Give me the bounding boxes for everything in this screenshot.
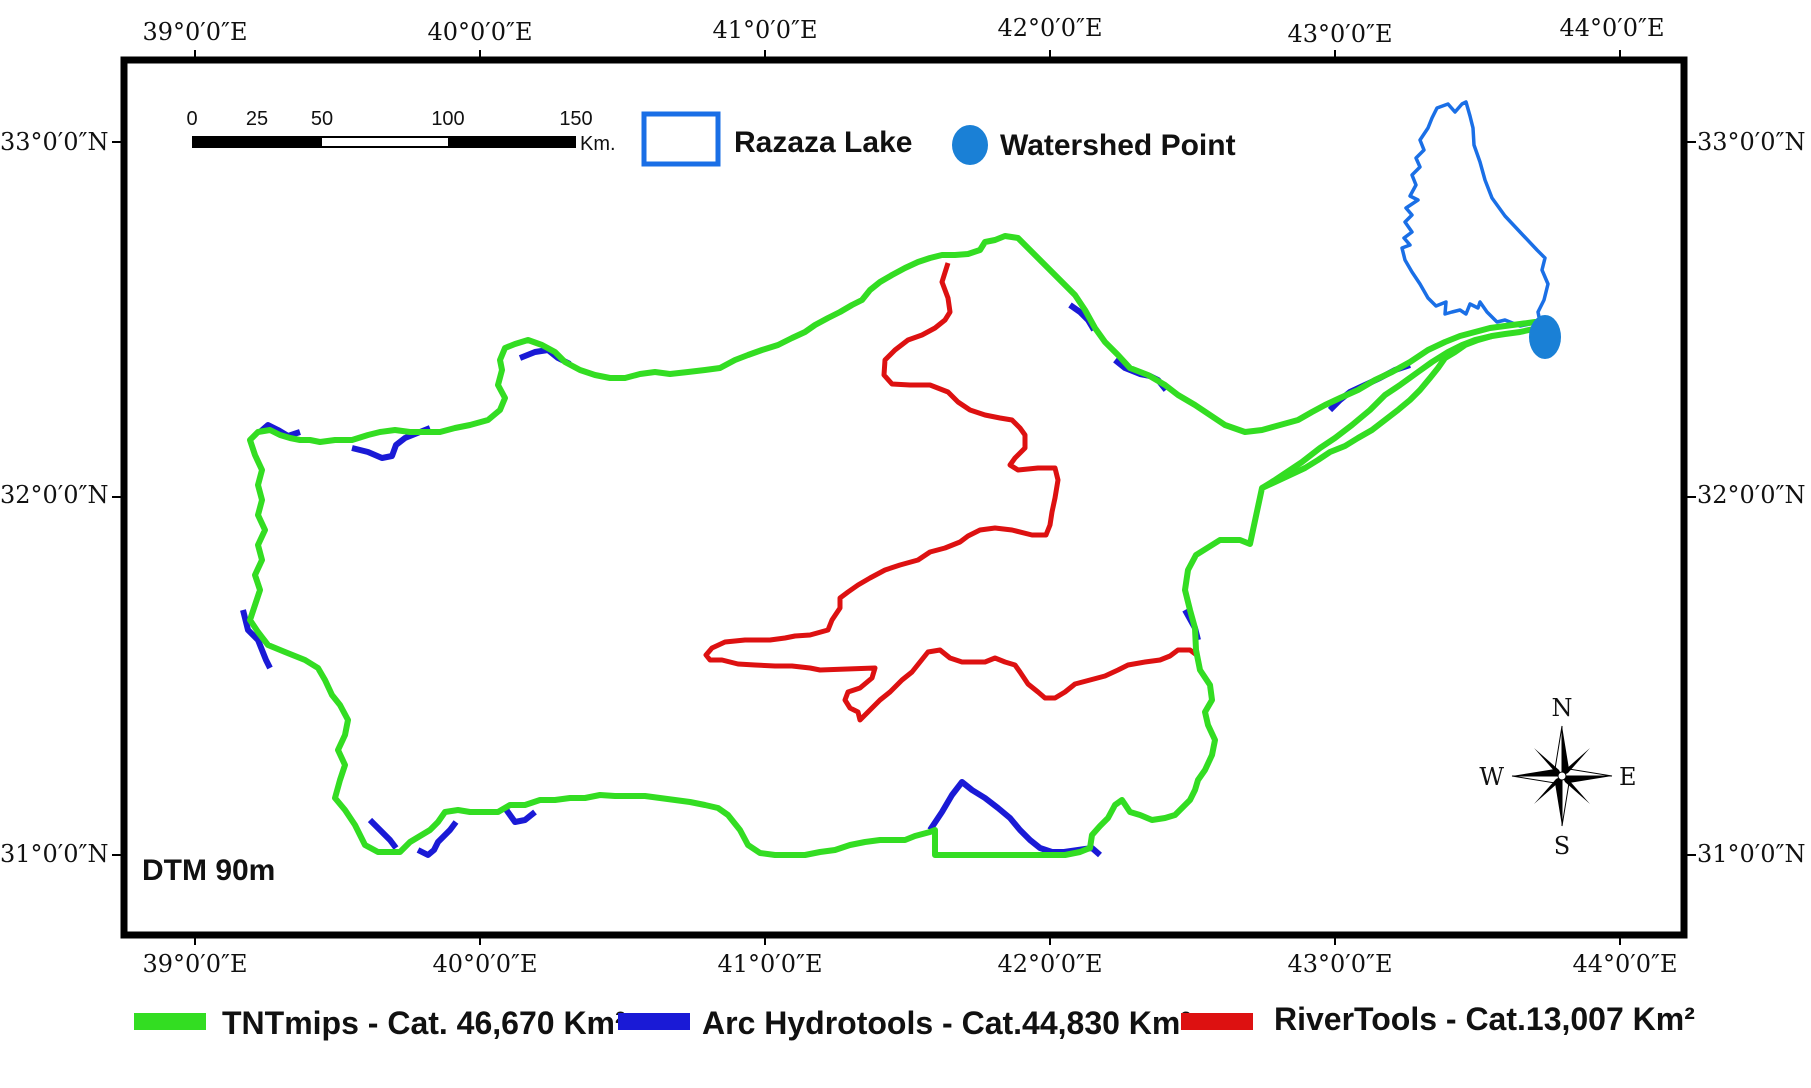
scale-bar-white: [322, 138, 448, 146]
top-legend: Razaza Lake Watershed Point: [641, 111, 1236, 167]
lon-label-40-bottom: 40°0′0″E: [432, 950, 537, 978]
lon-labels-bottom: 39°0′0″E 40°0′0″E 41°0′0″E 42°0′0″E 43°0…: [142, 950, 1677, 978]
compass-east: E: [1619, 763, 1637, 791]
compass-north: N: [1552, 694, 1573, 722]
watershed-point: [1529, 315, 1561, 359]
lat-label-33-left: 33°0′0″N: [0, 128, 109, 156]
lat-label-33-right: 33°0′0″N: [1697, 128, 1806, 156]
bottom-legend: TNTmips - Cat. 46,670 Km² Arc Hydrotools…: [134, 1001, 1695, 1041]
dtm-label: DTM 90m: [142, 854, 275, 887]
scale-bar: 0 25 50 100 150 Km.: [186, 108, 615, 155]
frame-ticks: [112, 50, 1696, 945]
lon-label-41-top: 41°0′0″E: [712, 16, 817, 44]
lat-label-31-left: 31°0′0″N: [0, 840, 109, 868]
lon-label-44-bottom: 44°0′0″E: [1572, 950, 1677, 978]
lon-label-44-top: 44°0′0″E: [1559, 14, 1664, 42]
tntmips-legend-label: TNTmips - Cat. 46,670 Km²: [222, 1005, 626, 1041]
scale-tick-25: 25: [246, 108, 268, 130]
scale-tick-0: 0: [186, 108, 197, 130]
tntmips-outlet-channel: [1260, 333, 1493, 491]
rivertools-legend-label: RiverTools - Cat.13,007 Km²: [1274, 1001, 1695, 1037]
arc-hydrotools-legend-label: Arc Hydrotools - Cat.44,830 Km²: [702, 1005, 1191, 1041]
arc-hydrotools-legend-swatch: [618, 1013, 690, 1030]
lake-legend-label: Razaza Lake: [734, 126, 912, 159]
lat-labels-left: 33°0′0″N 32°0′0″N 31°0′0″N: [0, 128, 109, 868]
scale-tick-100: 100: [431, 108, 464, 130]
compass-rose: N S E W: [1479, 694, 1636, 860]
lake-legend-swatch: [641, 111, 721, 167]
scale-tick-50: 50: [311, 108, 333, 130]
scale-unit: Km.: [580, 133, 616, 155]
lat-label-31-right: 31°0′0″N: [1697, 840, 1806, 868]
lat-label-32-left: 32°0′0″N: [0, 481, 109, 509]
lon-labels-top: 39°0′0″E 40°0′0″E 41°0′0″E 42°0′0″E 43°0…: [142, 14, 1664, 48]
rivertools-catchment: [703, 262, 1200, 723]
rivertools-legend-swatch: [1181, 1013, 1253, 1030]
compass-west: W: [1479, 763, 1504, 791]
tntmips-legend-swatch: [134, 1013, 206, 1030]
tntmips-catchment: [247, 233, 1548, 858]
lat-label-32-right: 32°0′0″N: [1697, 481, 1806, 509]
lon-label-39-top: 39°0′0″E: [142, 18, 247, 46]
watershed-point-legend-label: Watershed Point: [1000, 129, 1236, 162]
scale-tick-150: 150: [559, 108, 592, 130]
lon-label-40-top: 40°0′0″E: [427, 18, 532, 46]
lon-label-42-bottom: 42°0′0″E: [997, 950, 1102, 978]
lon-label-42-top: 42°0′0″E: [997, 14, 1102, 42]
lon-label-43-bottom: 43°0′0″E: [1287, 950, 1392, 978]
lat-labels-right: 33°0′0″N 32°0′0″N 31°0′0″N: [1697, 128, 1806, 868]
watershed-point-legend-symbol: [952, 125, 988, 165]
compass-south: S: [1554, 832, 1570, 860]
lon-label-39-bottom: 39°0′0″E: [142, 950, 247, 978]
lon-label-43-top: 43°0′0″E: [1287, 20, 1392, 48]
razaza-lake-outline: [1400, 100, 1550, 328]
lon-label-41-bottom: 41°0′0″E: [717, 950, 822, 978]
map-frame: [120, 56, 1688, 939]
